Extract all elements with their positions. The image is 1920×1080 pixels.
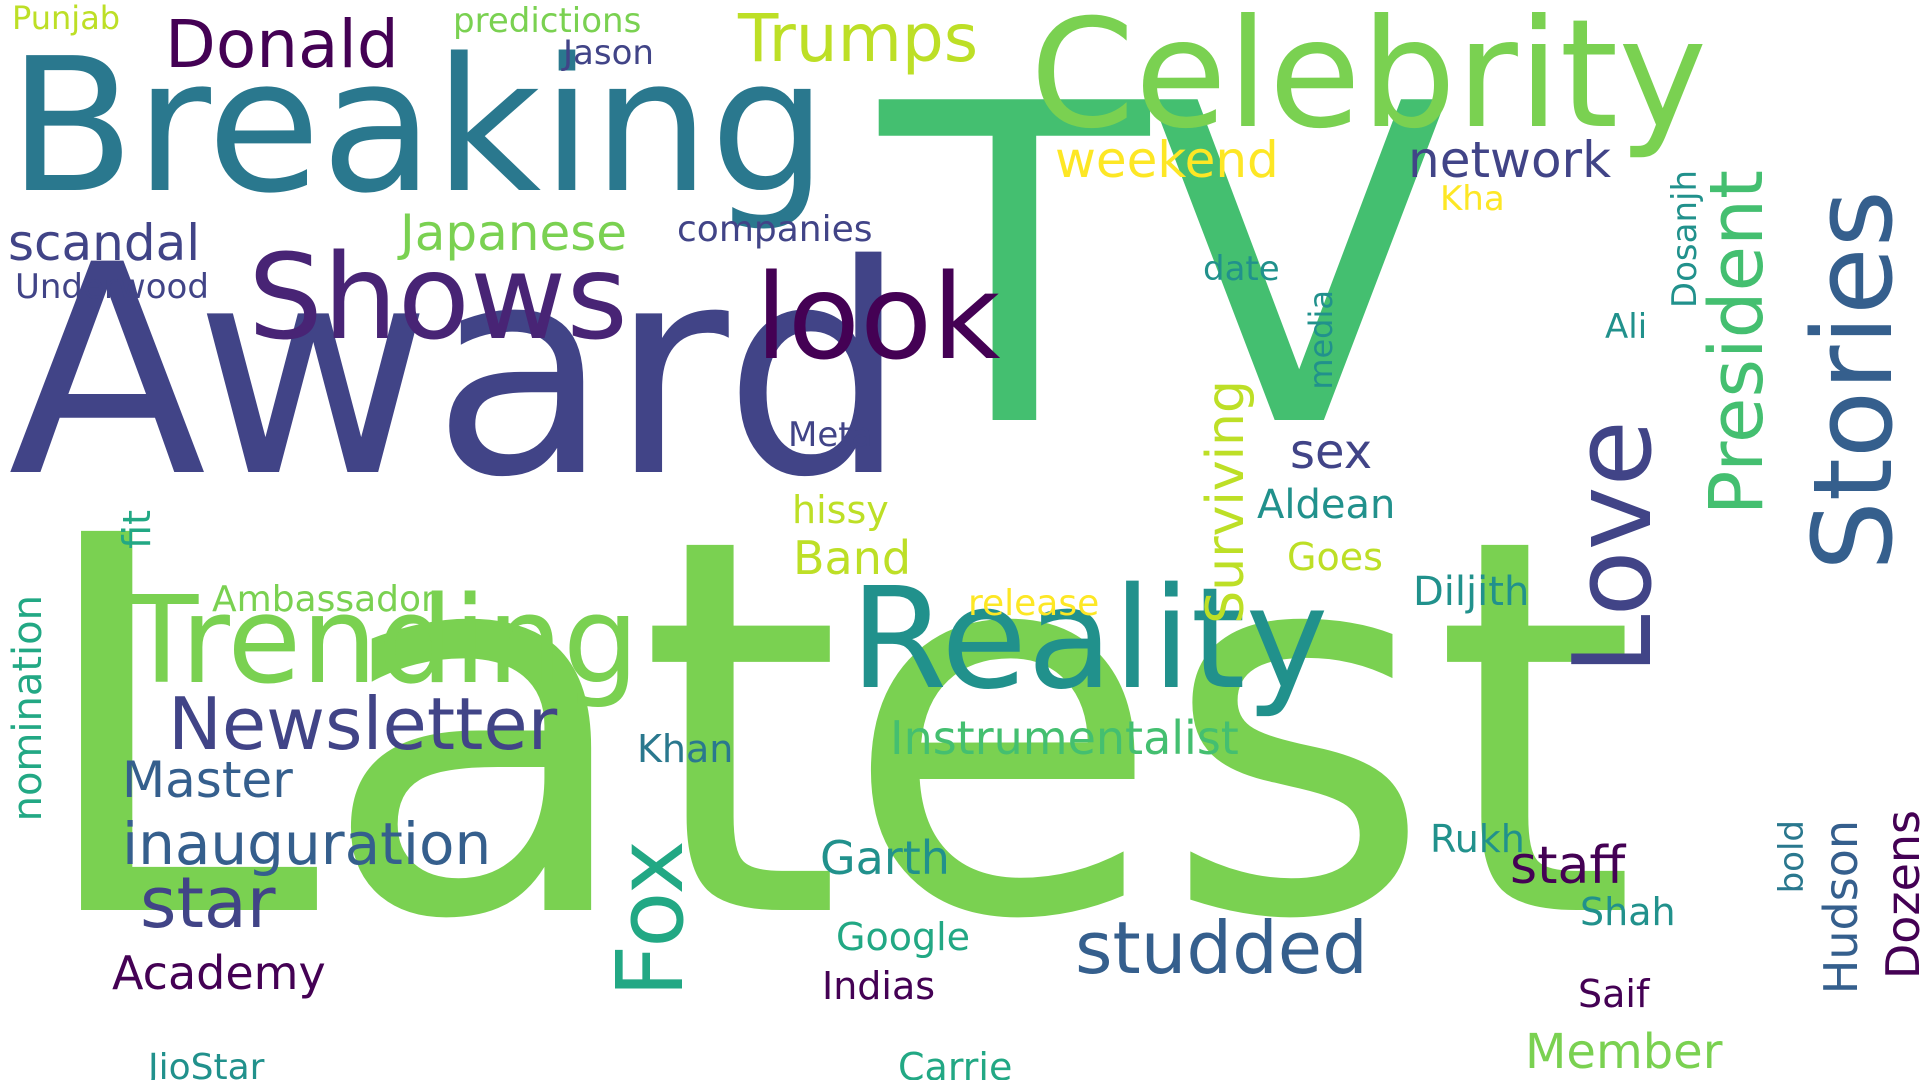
word-staff: staff [1510,836,1626,896]
word-academy: Academy [112,946,326,1000]
word-dozens: Dozens [1876,810,1920,980]
word-jiostar: JioStar [148,1047,265,1080]
word-award: Award [8,204,908,541]
word-celebrity: Celebrity [1030,0,1708,162]
word-companies: companies [677,209,873,250]
word-aldean: Aldean [1257,482,1396,528]
word-goes: Goes [1287,535,1383,579]
word-network: network [1408,131,1612,189]
word-jason: Jason [563,33,654,73]
word-trending: Trending [125,572,639,711]
word-instrumentalist: Instrumentalist [890,711,1239,765]
word-look: look [755,248,1001,386]
word-fox: Fox [597,840,704,998]
word-punjab: Punjab [12,0,121,37]
word-hissy: hissy [792,488,889,532]
word-media: media [1302,290,1340,390]
word-sex: sex [1290,424,1373,480]
word-member: Member [1525,1024,1723,1080]
word-kha: Kha [1440,179,1505,219]
word-release: release [968,583,1100,624]
word-surviving: Surviving [1196,380,1256,624]
word-donald: Donald [165,6,399,83]
word-weekend: weekend [1055,131,1279,189]
word-president: President [1694,170,1780,516]
word-fit: fit [115,510,159,549]
word-saif: Saif [1578,972,1650,1016]
word-underwood: Underwood [15,267,209,307]
word-indias: Indias [822,964,936,1008]
word-meta: Meta [788,415,873,455]
word-carrie: Carrie [898,1045,1013,1080]
word-khan: Khan [637,727,734,771]
word-hudson: Hudson [1814,820,1868,995]
word-shah: Shah [1580,890,1676,934]
word-rukh: Rukh [1430,817,1525,861]
word-bold: bold [1772,820,1812,894]
word-predictions: predictions [453,1,642,41]
word-google: Google [836,915,971,959]
word-scandal: scandal [8,214,201,272]
word-tv: TV [880,12,1450,524]
word-band: Band [793,531,912,585]
word-master: Master [122,751,293,809]
word-breaking: Breaking [8,18,828,234]
word-nomination: nomination [5,595,51,822]
word-shows: Shows [248,228,628,366]
word-stories: Stories [1789,190,1917,572]
word-latest: Latest [30,427,1637,1033]
word-japanese: Japanese [400,204,628,262]
word-garth: Garth [820,831,950,885]
word-star: star [140,862,276,944]
word-newsletter: Newsletter [168,682,558,766]
word-date: date [1203,249,1280,289]
word-ali: Ali [1605,307,1648,347]
word-love: Love [1551,420,1676,675]
word-diljith: Diljith [1413,569,1530,615]
word-dosanjh: Dosanjh [1665,170,1705,309]
word-studded: studded [1075,906,1368,990]
word-trumps: Trumps [738,0,979,77]
word-ambassador: Ambassador [212,579,436,620]
word-inauguration: inauguration [122,810,492,878]
word-reality: Reality [850,558,1329,721]
